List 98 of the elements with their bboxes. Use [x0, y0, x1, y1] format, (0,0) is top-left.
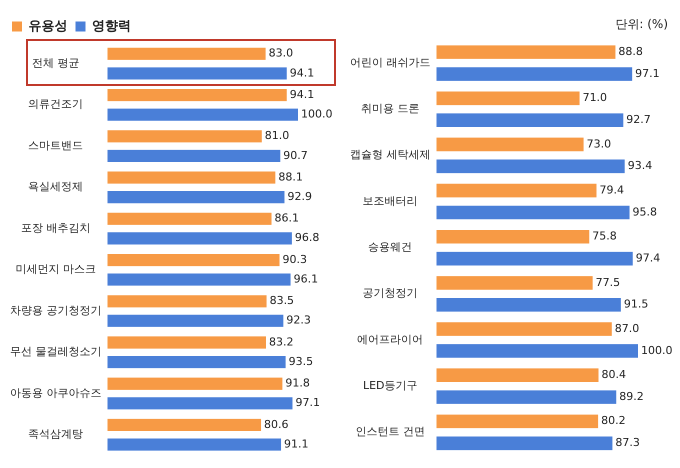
data-label: 88.1	[278, 170, 303, 184]
y-tick-label: 보조배터리	[362, 194, 418, 208]
y-tick-label: 승용웨건	[368, 240, 412, 254]
bar	[107, 48, 266, 60]
bar	[107, 212, 272, 225]
bar	[436, 390, 616, 404]
data-label: 97.1	[635, 66, 660, 80]
y-tick-label: 아동용 아쿠아슈즈	[10, 386, 102, 400]
data-label: 81.0	[264, 129, 290, 142]
bar	[107, 88, 287, 102]
bar	[107, 295, 267, 308]
y-tick-label: 포장 배추김치	[21, 221, 90, 234]
y-tick-label: 미세먼지 마스크	[16, 262, 96, 276]
y-tick-label: 차량용 공기청정기	[10, 304, 102, 317]
y-tick-label: 스마트밴드	[28, 138, 84, 152]
y-tick-label: 취미용 드론	[361, 102, 420, 116]
data-label: 95.8	[632, 205, 658, 218]
data-label: 93.5	[288, 354, 314, 368]
y-tick-label: 인스턴트 건면	[356, 425, 425, 438]
bar	[436, 206, 630, 220]
bar	[107, 232, 292, 244]
bar	[436, 113, 624, 127]
legend-label: 유용성	[28, 18, 68, 34]
bar	[436, 91, 580, 106]
bar	[436, 230, 590, 244]
bar	[107, 67, 287, 80]
bar	[436, 184, 596, 198]
data-label: 86.1	[274, 212, 300, 225]
data-label: 91.5	[624, 298, 648, 311]
y-tick-label: 공기청정기	[362, 286, 418, 300]
y-tick-label: 전체 평균	[32, 56, 80, 70]
data-label: 89.2	[619, 390, 644, 403]
bar	[107, 130, 262, 142]
y-tick-label: LED등기구	[362, 379, 418, 392]
data-label: 100.0	[641, 344, 672, 357]
bar	[436, 368, 599, 382]
bar	[107, 438, 282, 451]
data-label: 94.1	[290, 88, 314, 101]
data-label: 92.3	[286, 314, 311, 327]
bar	[436, 436, 612, 450]
bar	[436, 252, 633, 266]
y-tick-label: 욕실세정제	[28, 180, 84, 194]
data-label: 87.0	[614, 322, 640, 335]
bar	[436, 160, 625, 174]
bar	[436, 322, 612, 336]
data-label: 91.1	[284, 437, 309, 450]
bar	[107, 254, 280, 266]
bar	[436, 414, 598, 428]
data-label: 97.4	[636, 252, 660, 265]
y-tick-label: 에어프라이어	[357, 332, 424, 346]
legend-label: 영향력	[92, 18, 131, 34]
bar	[436, 138, 584, 152]
bar	[436, 45, 616, 59]
data-label: 88.8	[618, 44, 643, 58]
data-label: 80.4	[602, 368, 626, 382]
data-label: 92.7	[626, 113, 651, 126]
data-label: 100.0	[301, 108, 332, 121]
data-label: 96.1	[294, 272, 318, 286]
bar	[107, 191, 284, 204]
bar	[107, 336, 266, 349]
data-label: 96.8	[294, 231, 320, 244]
data-label: 83.0	[268, 46, 294, 60]
data-label: 71.0	[582, 91, 608, 104]
bar	[436, 276, 593, 290]
bar	[107, 171, 276, 184]
data-label: 87.3	[615, 436, 640, 450]
data-label: 90.3	[282, 252, 308, 266]
bar	[107, 150, 280, 162]
data-label: 91.8	[285, 376, 310, 390]
data-label: 79.4	[599, 183, 624, 196]
y-tick-label: 의류건조기	[28, 98, 84, 111]
bar	[436, 344, 638, 358]
text: 단위: (%)	[615, 16, 668, 33]
bar	[107, 108, 298, 121]
bar	[436, 298, 621, 312]
bar	[107, 356, 286, 368]
data-label: 93.4	[628, 159, 652, 172]
y-tick-label: 무선 물걸레청소기	[10, 345, 102, 358]
bar	[107, 378, 282, 390]
bar	[107, 397, 292, 410]
data-label: 75.8	[592, 230, 617, 243]
data-label: 77.5	[596, 276, 620, 289]
bar	[436, 67, 632, 81]
data-label: 73.0	[586, 137, 612, 150]
data-label: 90.7	[283, 148, 308, 162]
data-label: 94.1	[290, 66, 314, 80]
data-label: 83.2	[268, 335, 294, 348]
data-label: 80.2	[601, 414, 626, 428]
bar	[107, 274, 291, 286]
y-tick-label: 어린이 래쉬가드	[350, 56, 430, 69]
y-tick-label: 캡슐형 세탁세제	[350, 148, 430, 162]
data-label: 92.9	[287, 190, 312, 203]
data-label: 97.1	[295, 396, 320, 410]
data-label: 80.6	[264, 418, 289, 431]
bar	[107, 418, 262, 432]
data-label: 83.5	[270, 294, 294, 308]
bar	[107, 314, 284, 327]
y-tick-label: 족석삼계탕	[28, 428, 84, 441]
